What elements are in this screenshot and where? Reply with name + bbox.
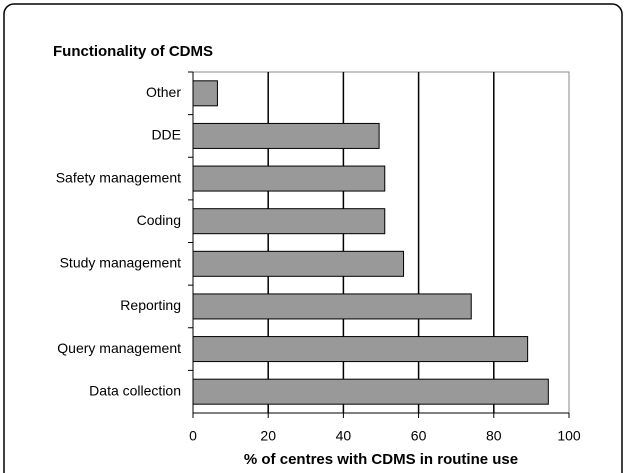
y-tick-label: Safety management: [56, 169, 181, 185]
x-tick-label: 100: [557, 428, 581, 444]
x-tick-label: 40: [336, 428, 352, 444]
bar: [192, 293, 472, 320]
y-tick-label: Query management: [57, 340, 181, 356]
x-axis-label: % of centres with CDMS in routine use: [244, 451, 518, 468]
bar: [192, 80, 218, 107]
y-tick-label: Coding: [137, 212, 181, 228]
bar: [192, 378, 549, 405]
chart-title: Functionality of CDMS: [53, 43, 213, 60]
bar: [192, 122, 380, 149]
y-tick-label: Other: [146, 84, 181, 100]
y-tick-label: DDE: [151, 127, 181, 143]
y-tick-label: Data collection: [89, 382, 181, 398]
bar: [192, 208, 386, 235]
y-tick-label: Study management: [60, 255, 182, 271]
x-tick-label: 20: [260, 428, 276, 444]
y-tick-label: Reporting: [120, 297, 181, 313]
bar: [192, 336, 529, 363]
x-tick-label: 80: [486, 428, 502, 444]
bar: [192, 165, 386, 192]
x-tick-label: 60: [411, 428, 427, 444]
x-tick-label: 0: [189, 428, 197, 444]
bar: [192, 250, 405, 277]
